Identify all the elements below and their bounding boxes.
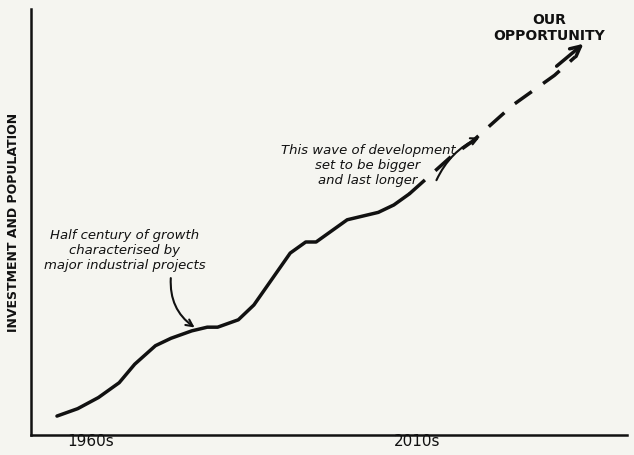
Text: 1960s: 1960s bbox=[67, 433, 114, 448]
Text: This wave of development
set to be bigger
and last longer: This wave of development set to be bigge… bbox=[281, 143, 455, 186]
Y-axis label: INVESTMENT AND POPULATION: INVESTMENT AND POPULATION bbox=[7, 113, 20, 331]
Text: 2010s: 2010s bbox=[394, 433, 441, 448]
Text: Half century of growth
characterised by
major industrial projects: Half century of growth characterised by … bbox=[44, 228, 205, 271]
Text: OUR
OPPORTUNITY: OUR OPPORTUNITY bbox=[493, 13, 605, 43]
